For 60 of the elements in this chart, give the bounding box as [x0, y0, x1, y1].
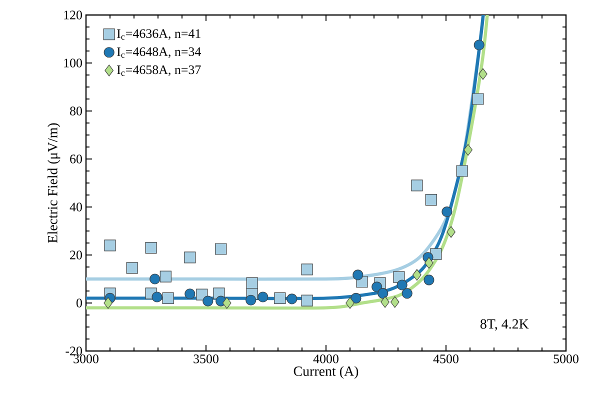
point — [402, 288, 412, 299]
point — [425, 194, 437, 206]
annotation: 8T, 4.2K — [480, 319, 529, 331]
y-tick-label: 40 — [70, 202, 82, 212]
y-tick-label: 120 — [64, 10, 82, 20]
x-tick-label: 3000 — [74, 354, 98, 364]
x-tick-label: 4000 — [313, 354, 338, 364]
y-tick-label: -20 — [66, 346, 82, 356]
point — [372, 282, 382, 292]
legend-label: I$_{c}$=4658A, n=37 — [117, 65, 201, 76]
point — [160, 270, 172, 282]
point — [222, 297, 232, 309]
point — [346, 297, 354, 309]
point — [246, 277, 258, 289]
point — [301, 294, 313, 306]
legend-label: I$_{c}$=4648A, n=34 — [117, 47, 201, 58]
point — [104, 297, 113, 309]
point — [411, 180, 423, 192]
point — [150, 274, 160, 284]
point — [380, 296, 390, 308]
x-tick-label: 3500 — [194, 354, 218, 364]
point — [104, 240, 116, 252]
y-tick-label: 80 — [70, 106, 82, 116]
point — [464, 144, 473, 156]
point — [152, 292, 162, 302]
point — [378, 288, 388, 299]
point — [274, 292, 286, 304]
point — [412, 269, 422, 281]
point — [184, 288, 196, 300]
point — [184, 252, 196, 264]
point — [301, 264, 313, 276]
point — [350, 292, 362, 304]
point — [145, 242, 157, 254]
legend-label: I$_{c}$=4636A, n=41 — [117, 29, 200, 40]
point — [162, 292, 174, 304]
point — [246, 294, 256, 306]
point — [286, 294, 298, 304]
y-axis-title: Electric Field (μV/m) — [48, 123, 60, 243]
x-tick-label: 5000 — [554, 354, 578, 364]
point — [456, 165, 468, 177]
point — [396, 280, 408, 290]
point — [126, 262, 138, 274]
point — [424, 257, 434, 269]
point — [424, 274, 434, 286]
y-tick-label: 60 — [70, 154, 82, 164]
y-tick-label: 20 — [70, 250, 82, 260]
point — [472, 93, 484, 105]
point — [202, 296, 214, 306]
point — [446, 226, 456, 238]
point — [352, 270, 364, 280]
x-axis-title: Current (A) — [294, 366, 358, 379]
point — [474, 40, 484, 50]
point — [258, 292, 268, 302]
point — [390, 296, 400, 308]
y-tick-label: 0 — [76, 298, 82, 308]
y-tick-label: 100 — [64, 58, 82, 68]
point — [478, 68, 488, 80]
point — [442, 206, 452, 218]
x-tick-label: 4500 — [433, 354, 458, 364]
point — [215, 243, 227, 255]
